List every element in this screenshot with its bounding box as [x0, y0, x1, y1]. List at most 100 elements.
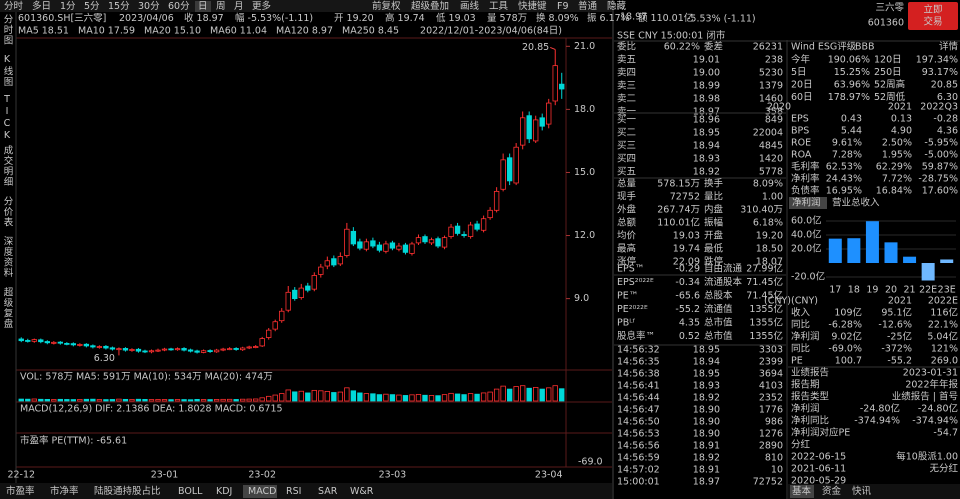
bottom-tab[interactable]: MACD	[248, 486, 276, 497]
table-cell: 17.60%	[922, 186, 958, 197]
side-tab[interactable]: 分价表	[2, 196, 14, 228]
tick-time: 14:56:35	[617, 357, 660, 368]
toolbar-tab[interactable]: 1分	[60, 1, 76, 12]
bottom-tab[interactable]: 市盈率	[6, 485, 35, 497]
cell: 1355亿	[749, 317, 783, 329]
ma-value: MA250 8.45	[342, 26, 399, 37]
toolbar-tab[interactable]: 周	[216, 1, 226, 12]
side-tab[interactable]: 成交明细	[2, 144, 14, 187]
candle-body	[370, 240, 376, 247]
bottom-tab[interactable]: RSI	[286, 486, 301, 497]
bottom-tab[interactable]: BOLL	[178, 486, 203, 497]
book-volume: 358	[765, 107, 783, 118]
toolbar-tab[interactable]: 月	[234, 1, 244, 12]
tick-time: 14:56:38	[617, 369, 660, 380]
trade-button-label[interactable]: 立即	[923, 4, 942, 16]
toolbar-button[interactable]: 工具	[489, 1, 509, 12]
table-cell: 7.28%	[832, 150, 862, 161]
panel-tab[interactable]: 快讯	[852, 485, 872, 497]
x-tick-label: 23-04	[535, 470, 563, 481]
volume-bar	[142, 399, 148, 402]
x-tick-label: 22E	[919, 285, 937, 296]
esg-label: Wind ESG评级	[791, 41, 857, 53]
volume-bar	[285, 389, 291, 402]
toolbar-tab[interactable]: 5分	[84, 1, 100, 12]
esg-link[interactable]: 详情	[939, 41, 959, 53]
bottom-tab[interactable]: SAR	[318, 486, 338, 497]
toolbar-tab[interactable]: 多日	[32, 0, 51, 12]
report-value: 业绩报告 | 首号	[892, 391, 958, 403]
trade-button[interactable]	[908, 2, 958, 30]
toolbar-button[interactable]: 隐藏	[607, 0, 627, 12]
toolbar-button[interactable]: 快捷键	[518, 0, 547, 12]
table-cell: 116亿	[930, 307, 958, 319]
candle-body	[64, 342, 70, 345]
toolbar-button[interactable]: 画线	[460, 0, 480, 12]
toolbar-tab[interactable]: 更多	[252, 0, 271, 12]
cell: 总市值	[704, 330, 733, 342]
bar	[865, 221, 879, 263]
candle-body	[441, 237, 448, 248]
panel-tab[interactable]: 资金	[822, 485, 842, 497]
bottom-tab[interactable]: 陆股通持股占比	[94, 485, 161, 497]
panel-tab[interactable]: 基本	[792, 485, 812, 497]
candle-body	[174, 348, 181, 351]
volume-bar	[194, 399, 200, 402]
vol-header: VOL: 578万 MA5: 591万 MA(10): 534万 MA(20):…	[20, 372, 273, 383]
volume-bar	[422, 394, 428, 402]
table-cell: 9.61%	[832, 138, 862, 149]
side-tab[interactable]: 深度资料	[2, 236, 14, 278]
table-cell: 22.1%	[928, 320, 958, 331]
volume-bar	[402, 395, 409, 402]
bottom-tab[interactable]: KDJ	[216, 486, 232, 497]
tab-active	[789, 197, 827, 209]
toolbar-button[interactable]: 普通	[578, 0, 598, 12]
candle-body	[448, 226, 454, 237]
candle-body	[266, 329, 272, 338]
candle-body	[161, 348, 168, 351]
bottom-tab[interactable]: 市净率	[50, 485, 79, 497]
table-cell: -0.28	[933, 114, 958, 125]
cell: 总量	[617, 178, 637, 190]
x-tick-label: 18	[848, 285, 860, 296]
table-header: (CNY)	[791, 296, 818, 307]
table-cell: 16.95%	[826, 186, 862, 197]
table-cell: PE	[791, 356, 803, 367]
chart-tab[interactable]: 营业总收入	[832, 197, 880, 209]
toolbar-tab[interactable]: 60分	[168, 1, 190, 12]
chart-tab[interactable]: 净利润	[792, 197, 821, 209]
x-tick-label: 23E	[938, 285, 956, 296]
trade-button-label[interactable]: 交易	[923, 16, 942, 28]
toolbar-button[interactable]: F9	[557, 1, 569, 12]
toolbar-tab[interactable]: 分时	[4, 0, 24, 12]
toolbar-button[interactable]: 前复权	[372, 0, 401, 12]
cell: 均价	[617, 230, 637, 242]
side-tab[interactable]: TICK	[2, 94, 13, 142]
volume-bar	[376, 394, 383, 402]
book-price: 18.99	[693, 81, 720, 92]
y-tick-label: 18.0	[574, 104, 595, 115]
candle-body	[474, 223, 480, 230]
side-tab[interactable]: 超级复盘	[2, 286, 14, 329]
book-price: 18.94	[693, 141, 720, 152]
candle-body	[25, 340, 31, 342]
toolbar-button[interactable]: 超级叠加	[411, 0, 449, 12]
volume-bar	[357, 392, 363, 402]
bottom-tab[interactable]: W&R	[350, 486, 374, 497]
candle-body	[213, 349, 220, 353]
table-cell: 100.7	[835, 356, 862, 367]
toolbar-tab[interactable]: 日	[198, 1, 208, 12]
side-tab[interactable]: 分时图	[2, 14, 14, 46]
cell: 52周低	[874, 91, 906, 103]
cell: 总额	[617, 217, 637, 229]
cell: -65.6	[675, 291, 700, 302]
cell: 578.15万	[657, 179, 700, 190]
ma-value: MA10 17.59	[78, 26, 135, 37]
info-item: 收 18.97	[184, 12, 224, 24]
side-tab[interactable]: K线图	[2, 54, 14, 87]
volume-bar	[174, 399, 181, 402]
toolbar-tab[interactable]: 15分	[108, 1, 130, 12]
toolbar-tab[interactable]: 30分	[138, 1, 160, 12]
candle-body	[44, 341, 50, 344]
